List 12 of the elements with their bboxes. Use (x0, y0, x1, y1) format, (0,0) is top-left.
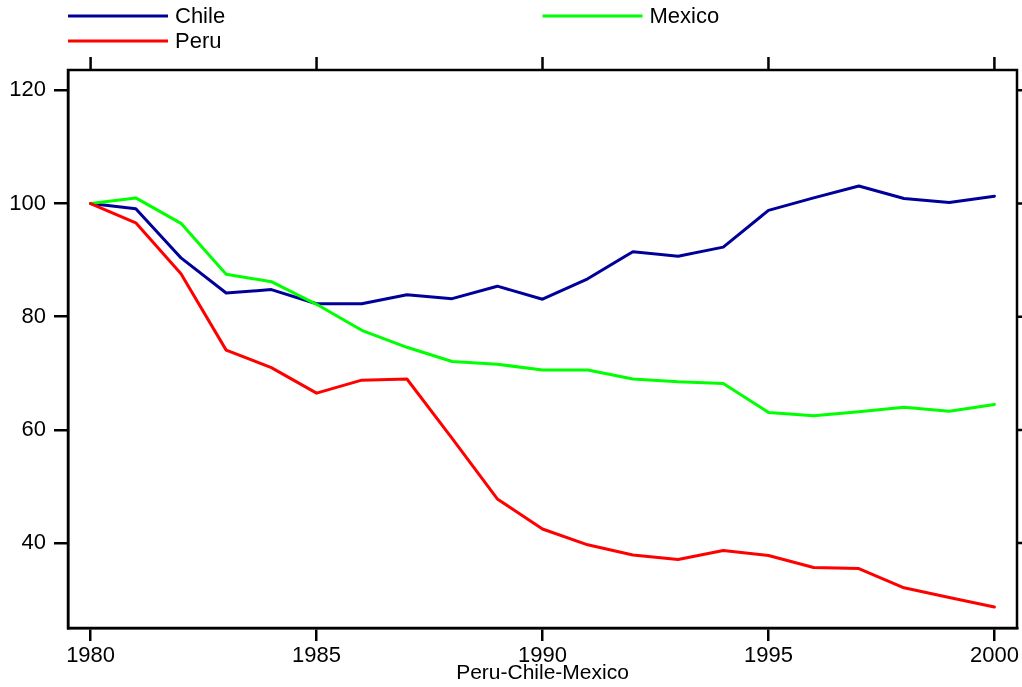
legend-label: Peru (175, 28, 222, 54)
y-tick-label: 80 (21, 302, 46, 328)
y-tick-label: 120 (9, 76, 46, 102)
legend-label: Mexico (649, 3, 720, 29)
y-tick-label: 100 (9, 189, 46, 215)
x-tick-label: 1980 (66, 642, 116, 668)
y-tick-label: 60 (21, 415, 46, 441)
x-tick-label: 1995 (743, 642, 793, 668)
y-tick-label: 40 (21, 529, 46, 555)
x-tick-label: 2000 (969, 642, 1019, 668)
x-tick-label: 1985 (292, 642, 342, 668)
legend-label: Chile (175, 3, 226, 29)
